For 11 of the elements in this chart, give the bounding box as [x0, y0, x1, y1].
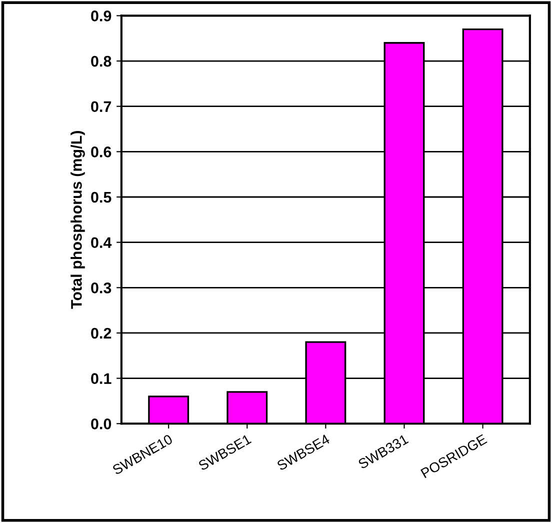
y-tick-label: 0.0 [91, 418, 112, 430]
y-tick-label: 0.4 [91, 237, 112, 248]
y-tick-label: 0.7 [91, 101, 112, 112]
y-tick-label: 0.3 [91, 282, 112, 294]
y-tick-label: 0.5 [91, 192, 112, 203]
y-tick-label: 0.8 [91, 56, 112, 67]
y-tick-label: 0.1 [91, 373, 112, 384]
y-axis-title: Total phosphorus (mg/L) [70, 131, 85, 309]
y-tick-label: 0.2 [91, 328, 112, 339]
y-tick-label: 0.9 [91, 10, 112, 22]
y-tick-label: 0.6 [91, 146, 112, 158]
